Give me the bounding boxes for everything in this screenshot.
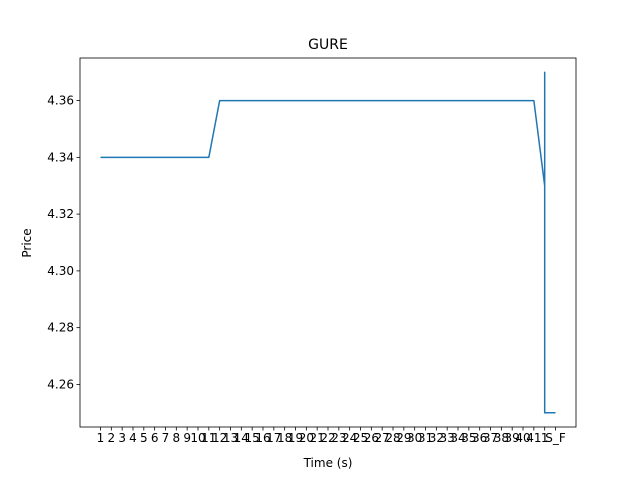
chart-title: GURE: [308, 37, 348, 53]
plot-area: [100, 71, 556, 414]
x-axis-title: Time (s): [303, 456, 353, 470]
series-line: [100, 71, 556, 414]
x-tick-label: 28: [385, 431, 400, 445]
x-tick-label: 21: [310, 431, 325, 445]
y-axis-title: Price: [20, 228, 34, 257]
x-tick-label: 1: [541, 431, 549, 445]
y-tick-label: 4.36: [47, 94, 74, 108]
x-tick-label: 5: [140, 431, 148, 445]
x-tick-label: 2: [107, 431, 115, 445]
x-tick-label: 18: [277, 431, 292, 445]
x-tick-label: 40: [515, 431, 530, 445]
x-tick-label: 38: [494, 431, 509, 445]
x-tick-label: 34: [450, 431, 465, 445]
y-tick-label: 4.30: [47, 264, 74, 278]
y-tick-label: 4.32: [47, 207, 74, 221]
x-tick-label: 14: [234, 431, 249, 445]
x-tick-label: 6: [151, 431, 159, 445]
x-tick-label: 20: [299, 431, 314, 445]
x-tick-label: 27: [375, 431, 390, 445]
x-tick-label: 37: [483, 431, 498, 445]
x-tick-label: 1: [97, 431, 105, 445]
x-tick-label: 17: [266, 431, 281, 445]
x-tick-label: 11: [201, 431, 216, 445]
x-tick-label: 23: [331, 431, 346, 445]
x-axis: 1 2 3 4 5 6 7 8 9 1011121314151617181920212223242…: [97, 427, 566, 445]
x-tick-label: 24: [342, 431, 357, 445]
x-tick-label: 33: [440, 431, 455, 445]
x-tick-label: 22: [320, 431, 335, 445]
x-tick-label: 39: [505, 431, 520, 445]
x-tick-label: 10: [190, 431, 205, 445]
x-tick-label: 3: [118, 431, 126, 445]
x-tick-label: 15: [245, 431, 260, 445]
y-tick-label: 4.34: [47, 150, 74, 164]
x-tick-label: S_F: [545, 431, 566, 445]
x-tick-label: 25: [353, 431, 368, 445]
x-tick-label: 30: [407, 431, 422, 445]
x-tick-label: 9: [183, 431, 191, 445]
x-tick-label: 29: [396, 431, 411, 445]
x-tick-label: 32: [429, 431, 444, 445]
x-tick-label: 26: [364, 431, 379, 445]
axes-frame: [79, 57, 577, 428]
x-tick-label: 7: [162, 431, 170, 445]
x-tick-label: 41: [526, 431, 541, 445]
x-tick-label: 8: [172, 431, 180, 445]
x-tick-label: 31: [418, 431, 433, 445]
x-tick-label: 4: [129, 431, 137, 445]
x-tick-label: 16: [255, 431, 270, 445]
x-tick-label: 12: [212, 431, 227, 445]
x-tick-label: 35: [461, 431, 476, 445]
x-tick-label: 19: [288, 431, 303, 445]
y-tick-label: 4.28: [47, 321, 74, 335]
y-axis: 4.26 4.28 4.30 4.32 4.34 4.36: [47, 94, 80, 391]
y-tick-label: 4.26: [47, 377, 74, 391]
x-tick-label: 36: [472, 431, 487, 445]
x-tick-label: 13: [223, 431, 238, 445]
